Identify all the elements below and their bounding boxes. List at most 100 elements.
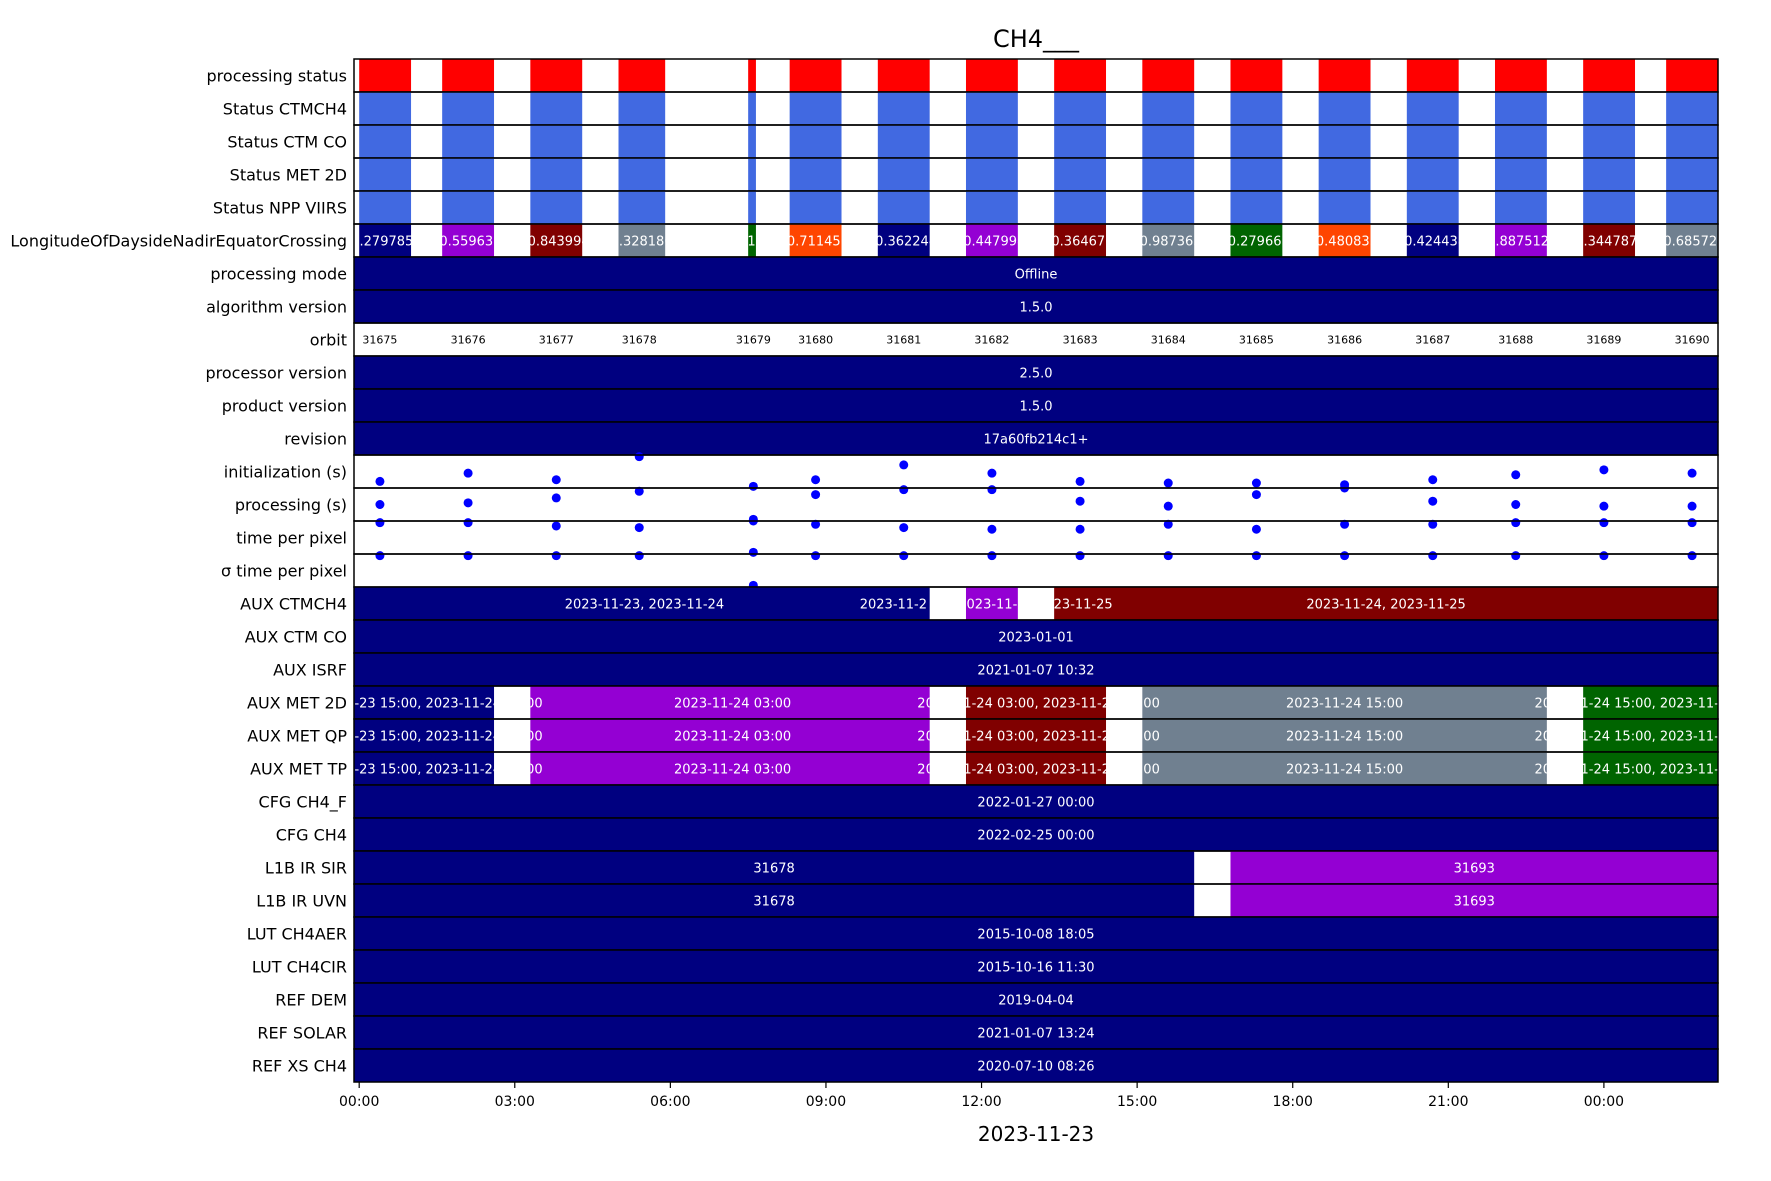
row-processing-mode: Offline [353,256,1719,291]
x-axis: 00:00 03:00 06:00 09:00 12:00 15:00 18:00 21:00… [339,1082,1624,1110]
segment-bar [965,92,1018,125]
rows-layer: -0.279785 -0.559631 -0.843994 -0.328186 -16 -… [300,58,1771,1083]
segment-bar [618,92,666,125]
row-label: processor version [205,364,347,383]
data-point [1687,468,1697,478]
row-label: CFG CH4 [276,826,347,845]
segment-bar [618,59,666,92]
row-time-per-pixel [353,514,1719,555]
segment-bar [354,587,930,620]
orbit-number-label: 31684 [1151,334,1186,347]
segment-bar [1583,686,1718,719]
row-processor-version: 2.5.0 [353,355,1719,390]
orbit-number-label: 31679 [736,334,771,347]
data-point [1687,551,1697,561]
orbit-number-label: 31677 [539,334,574,347]
row-status-ctmch4 [353,91,1719,126]
data-point [463,498,473,508]
x-tick-label: 00:00 [1584,1094,1624,1110]
orbit-number-label: 31675 [362,334,397,347]
segment-bar [359,125,412,158]
segment-bar [877,158,930,191]
row-label: CFG CH4_F [259,793,347,813]
data-point [748,514,758,524]
row-longitudeofdaysidenadirequatorcrossing: -0.279785 -0.559631 -0.843994 -0.328186 -16 -… [353,223,1719,258]
segment-bar [965,719,1107,752]
segment-bar [1054,125,1107,158]
row-label: REF DEM [275,991,347,1010]
row-label: Status MET 2D [230,166,347,185]
segment-bar [1142,158,1195,191]
segment-bar [1583,158,1636,191]
chart-title: CH4___ [993,25,1080,53]
row-labels: processing status Status CTMCH4 Status CTM… [10,67,347,1076]
row-label: LongitudeOfDaysideNadirEquatorCrossing [10,232,347,251]
data-point [987,524,997,534]
row-aux-ctm-co: 2023-01-01 [353,619,1719,654]
segment-label: -0.328186 [606,235,673,250]
segment-bar [1230,884,1718,917]
segment-bar [1583,92,1636,125]
segment-bar [359,191,412,224]
segment-bar [442,92,495,125]
segment-bar [354,950,1718,983]
orbit-number-label: 31680 [798,334,833,347]
row-initialization-s [353,452,1719,491]
segment-bar [1406,92,1459,125]
segment-bar [354,917,1718,950]
segment-bar [530,719,930,752]
segment-bar [789,59,842,92]
segment-label: 2015-10-08 18:05 [977,928,1094,943]
data-point [1511,551,1521,561]
row-content [359,158,1718,191]
segment-bar [1494,158,1547,191]
row-processing-status [353,58,1719,93]
segment-label: 2023-11-24 15:00, 2023-11-25 03:00 [1534,730,1771,745]
row-content: 31678 31693 [354,884,1718,917]
data-point [899,485,909,495]
segment-label: 2023-11-23, 2023-11-24 [565,598,724,613]
segment-label: 2023-11-24 15:00 [1286,763,1403,778]
data-point [551,493,561,503]
segment-bar [530,224,583,257]
segment-label: 31693 [1454,895,1495,910]
segment-bar [1494,59,1547,92]
data-point [551,551,561,561]
data-point [463,518,473,528]
data-point [375,551,385,561]
data-point [1251,524,1261,534]
data-point [1511,470,1521,480]
segment-bar [789,92,842,125]
row-cfg-ch4: 2022-02-25 00:00 [353,817,1719,852]
segment-bar [442,224,495,257]
data-point [899,460,909,470]
segment-bar [965,59,1018,92]
x-tick-label: 09:00 [806,1094,846,1110]
segment-label: 2015-10-16 11:30 [977,961,1094,976]
segment-label: 2023-11-24 15:00, 2023-11-25 03:00 [1534,763,1771,778]
data-point [899,551,909,561]
segment-bar [1666,158,1718,191]
segment-bar [354,983,1718,1016]
segment-label: -0.987365 [1135,235,1202,250]
segment-label: 2021-01-07 13:24 [977,1027,1094,1042]
segment-label: -0.447998 [959,235,1026,250]
data-point [987,468,997,478]
segment-bar [354,422,1718,455]
segment-label: 17a60fb214c1+ [983,433,1088,448]
data-point [811,475,821,485]
segment-bar [618,125,666,158]
segment-label: 31678 [753,862,794,877]
segment-bar [1318,224,1371,257]
segment-bar [618,191,666,224]
segment-bar [359,158,412,191]
segment-label: 2023-11-24 15:00 [1286,730,1403,745]
data-point [1340,519,1350,529]
segment-bar [354,752,495,785]
segment-bar [359,224,412,257]
row-status-met-2d [353,157,1719,192]
segment-bar [618,224,666,257]
orbit-number-label: 31676 [451,334,486,347]
segment-label: 2023-11-24 03:00, 2023-11-24 15:00 [917,697,1160,712]
segment-label: 2023-11-23 15:00, 2023-11-24 03:00 [300,730,543,745]
